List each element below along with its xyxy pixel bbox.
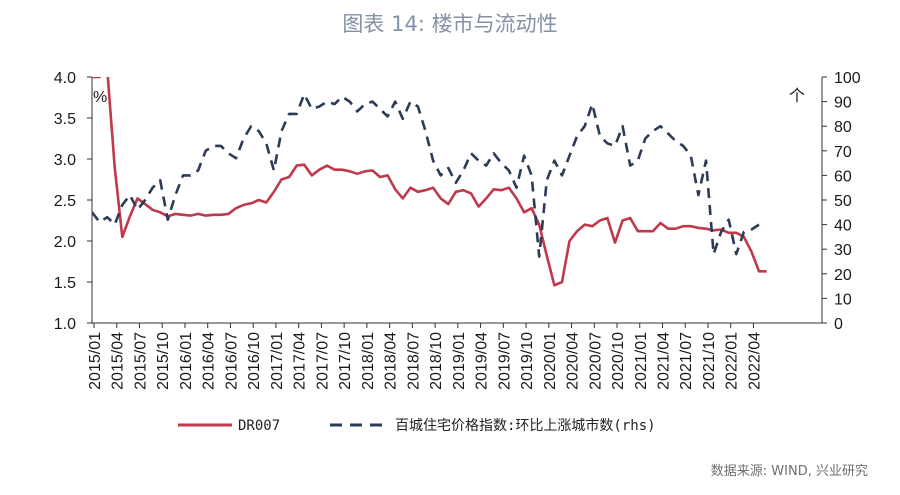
x-tick-label: 2019/01 (451, 332, 468, 390)
x-tick-label: 2016/07 (223, 332, 240, 390)
legend-label-dr007: DR007 (238, 418, 280, 434)
x-tick-label: 2022/04 (746, 332, 763, 390)
left-tick-label: 3.5 (54, 111, 76, 128)
x-tick-label: 2021/01 (633, 332, 650, 390)
x-tick-label: 2020/01 (542, 332, 559, 390)
x-tick-label: 2017/01 (269, 332, 286, 390)
x-tick-label: 2015/10 (155, 332, 172, 390)
x-tick-label: 2020/04 (565, 332, 582, 390)
legend-label-index: 百城住宅价格指数:环比上涨城市数(rhs) (395, 417, 656, 434)
x-tick-label: 2020/10 (610, 332, 627, 390)
right-tick-label: 100 (834, 70, 861, 87)
x-tick-label: 2019/10 (519, 332, 536, 390)
right-tick-label: 70 (834, 144, 852, 161)
x-axis: 2015/01 2015/04 2015/07 2015/10 2016/01 2016/… (87, 322, 822, 390)
left-tick-label: 3.0 (54, 152, 76, 169)
left-tick-label: 1.5 (54, 275, 76, 292)
left-unit-label: % (93, 89, 107, 106)
right-axis: 0 10 20 30 40 50 60 70 80 90 100 (821, 70, 861, 333)
x-tick-label: 2016/04 (201, 332, 218, 390)
right-tick-label: 90 (834, 95, 852, 112)
x-tick-label: 2021/10 (701, 332, 718, 390)
right-unit-label: 个 (789, 87, 805, 105)
x-tick-label: 2017/10 (337, 332, 354, 390)
right-tick-label: 10 (834, 291, 852, 308)
x-tick-label: 2017/04 (292, 332, 309, 390)
left-tick-label: 1.0 (54, 316, 76, 333)
x-tick-label: 2018/01 (360, 332, 377, 390)
source-note: 数据来源: WIND, 兴业研究 (710, 464, 868, 479)
right-tick-label: 60 (834, 168, 852, 185)
chart-title: 图表 14: 楼市与流动性 (342, 12, 558, 36)
x-tick-label: 2021/07 (678, 332, 695, 390)
x-tick-label: 2019/07 (496, 332, 513, 390)
left-tick-label: 2.5 (54, 193, 76, 210)
left-tick-label: 2.0 (54, 234, 76, 251)
x-tick-label: 2018/10 (428, 332, 445, 390)
left-tick-label: 4.0 (54, 70, 76, 87)
series-line-index (92, 92, 760, 258)
x-tick-label: 2016/01 (178, 332, 195, 390)
right-tick-label: 0 (834, 316, 843, 333)
right-tick-label: 80 (834, 119, 852, 136)
right-tick-label: 30 (834, 242, 852, 259)
series-layer (92, 77, 767, 287)
x-tick-label: 2015/07 (132, 332, 149, 390)
x-tick-label: 2021/04 (656, 332, 673, 390)
x-tick-label: 2015/04 (110, 332, 127, 390)
x-tick-label: 2018/07 (405, 332, 422, 390)
left-axis: 1.0 1.5 2.0 2.5 3.0 3.5 4.0 (54, 70, 93, 333)
x-tick-label: 2019/04 (474, 332, 491, 390)
x-tick-label: 2016/10 (246, 332, 263, 390)
legend: DR007 百城住宅价格指数:环比上涨城市数(rhs) (178, 417, 656, 434)
series-line-dr007 (92, 77, 767, 287)
x-tick-label: 2018/04 (383, 332, 400, 390)
x-tick-label: 2017/07 (314, 332, 331, 390)
right-tick-label: 50 (834, 193, 852, 210)
x-tick-label: 2020/07 (587, 332, 604, 390)
right-tick-label: 40 (834, 218, 852, 235)
x-tick-label: 2015/01 (87, 332, 104, 390)
right-tick-label: 20 (834, 267, 852, 284)
x-tick-label: 2022/01 (724, 332, 741, 390)
